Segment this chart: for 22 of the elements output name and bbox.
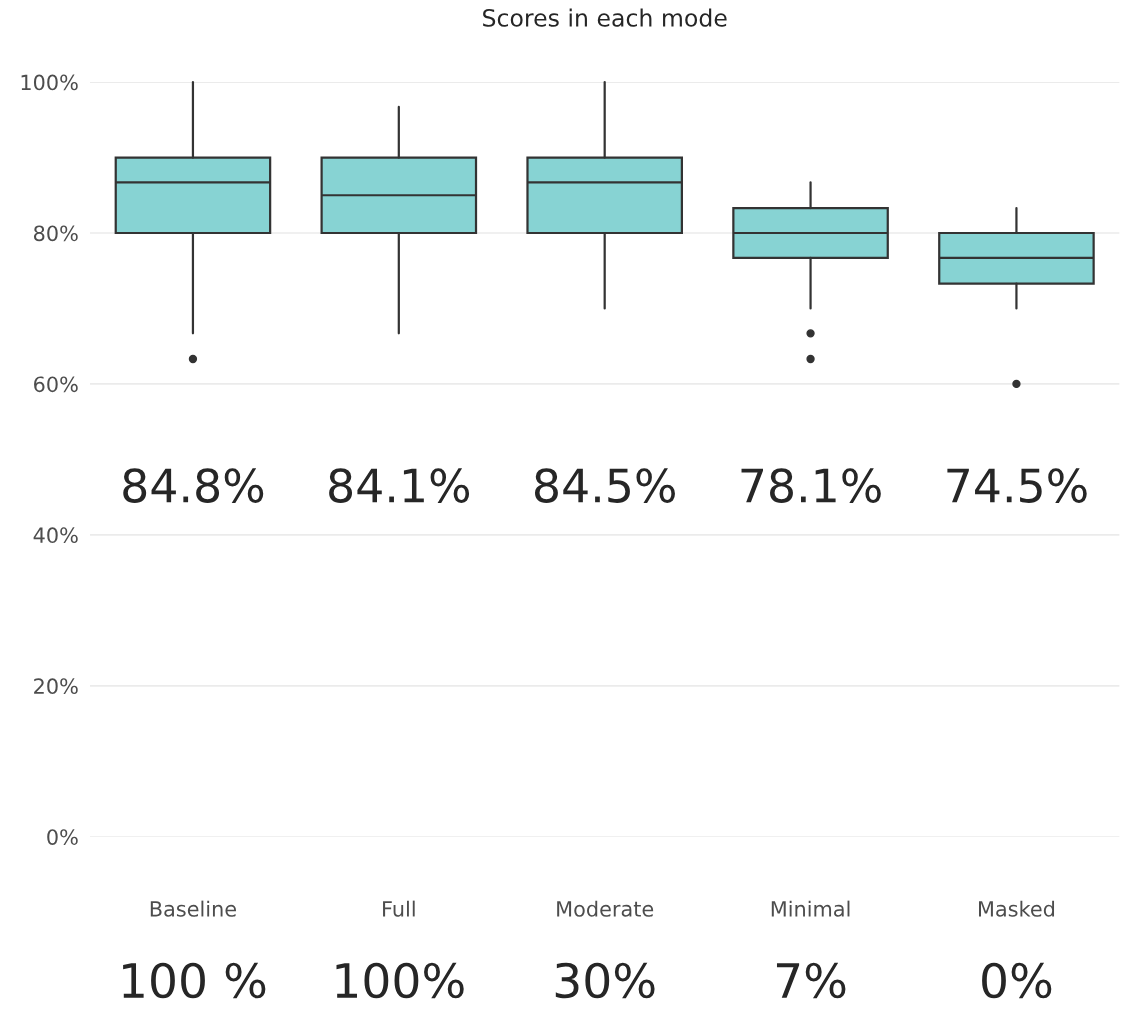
annotation: 84.8% [123,468,264,503]
x-tick-label: Moderate [557,900,654,917]
text: 100% [336,962,464,999]
chart-title: Scores in each mode [483,8,727,27]
annotation: 84.5% [535,468,675,503]
annotation: 74.5% [947,468,1087,503]
text: 7% [776,962,846,999]
text: 0% [982,962,1052,999]
y-tick-label: 60% [34,376,78,393]
annotation: 84.1% [329,468,470,503]
annotation: 78.1% [741,468,881,503]
y-tick-label: 80% [34,225,78,242]
x-tick-label: Masked [979,900,1055,917]
text: 30% [555,962,655,999]
text: 100 % [123,962,266,999]
x-tick-label: Minimal [771,900,850,917]
y-tick-label: 100% [21,74,78,91]
y-tick-label: 20% [34,678,78,695]
x-tick-label: Baseline [150,900,236,917]
y-tick-label: 0% [47,829,78,845]
x-tick-label: Full [383,900,415,917]
y-tick-label: 40% [33,527,78,544]
